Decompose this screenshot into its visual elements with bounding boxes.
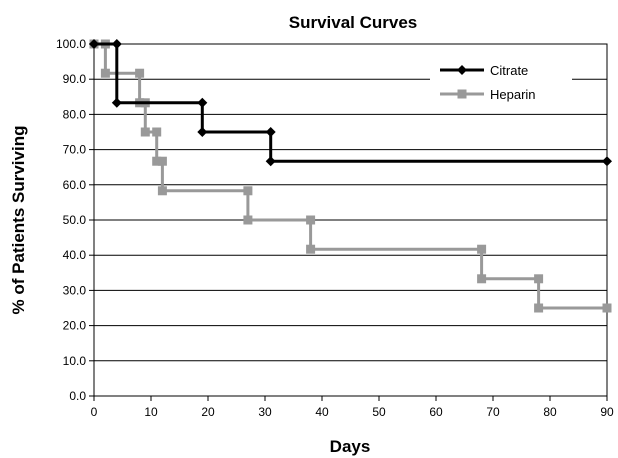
data-point-heparin — [534, 303, 544, 313]
x-tick-label: 10 — [144, 405, 158, 419]
data-point-heparin — [140, 127, 150, 137]
series-citrate — [89, 39, 612, 167]
y-tick-label: 40.0 — [63, 248, 87, 262]
legend: Citrate Heparin — [430, 58, 572, 102]
y-tick-label: 70.0 — [63, 143, 87, 157]
legend-item-citrate: Citrate — [440, 63, 528, 78]
x-tick-label: 60 — [429, 405, 443, 419]
x-tick-label: 40 — [315, 405, 329, 419]
x-axis-label: Days — [330, 437, 371, 456]
x-tick-label: 0 — [91, 405, 98, 419]
grid-lines — [89, 43, 608, 401]
data-point-heparin — [306, 244, 316, 254]
y-tick-label: 80.0 — [63, 107, 87, 121]
data-point-heparin — [152, 127, 162, 137]
data-point-heparin — [243, 215, 253, 225]
series-heparin — [89, 39, 612, 313]
data-point-citrate — [602, 156, 612, 167]
data-point-heparin — [157, 186, 167, 196]
data-point-heparin — [135, 68, 145, 78]
y-tick-label: 10.0 — [63, 354, 87, 368]
data-point-heparin — [602, 303, 612, 313]
y-tick-label: 90.0 — [63, 72, 87, 86]
y-tick-label: 60.0 — [63, 178, 87, 192]
data-point-citrate — [265, 127, 276, 137]
data-point-citrate — [89, 39, 99, 49]
data-point-heparin — [157, 156, 167, 166]
legend-item-heparin: Heparin — [440, 87, 536, 102]
data-point-heparin — [534, 274, 544, 284]
legend-marker-heparin — [457, 89, 467, 99]
y-tick-label: 50.0 — [63, 213, 87, 227]
tick-labels: 0.0 10.0 20.0 30.0 40.0 50.0 60.0 70.0 80.0 90.0 1… — [56, 37, 614, 419]
legend-label-heparin: Heparin — [490, 87, 536, 102]
y-axis-label: % of Patients Surviving — [9, 126, 28, 315]
y-tick-label: 0.0 — [69, 389, 86, 403]
x-tick-label: 50 — [372, 405, 386, 419]
y-tick-label: 20.0 — [63, 319, 87, 333]
data-point-heparin — [243, 186, 253, 196]
x-tick-label: 20 — [201, 405, 215, 419]
y-tick-label: 100.0 — [56, 37, 86, 51]
data-point-heparin — [477, 274, 487, 284]
data-point-citrate — [197, 127, 208, 137]
data-point-citrate — [197, 97, 208, 108]
x-tick-label: 30 — [258, 405, 272, 419]
data-point-heparin — [477, 244, 487, 254]
data-point-heparin — [152, 156, 162, 166]
chart-title: Survival Curves — [289, 13, 418, 32]
series-layer — [89, 39, 612, 313]
data-point-citrate — [265, 156, 276, 167]
x-tick-label: 70 — [486, 405, 500, 419]
x-tick-label: 90 — [600, 405, 614, 419]
series-line-heparin — [94, 42, 607, 310]
data-point-citrate — [111, 97, 122, 108]
data-point-heparin — [306, 215, 316, 225]
y-tick-label: 30.0 — [63, 283, 87, 297]
legend-marker-citrate — [457, 65, 467, 75]
data-point-citrate — [111, 39, 122, 49]
data-point-heparin — [100, 68, 110, 78]
legend-label-citrate: Citrate — [490, 63, 528, 78]
x-tick-label: 80 — [543, 405, 557, 419]
